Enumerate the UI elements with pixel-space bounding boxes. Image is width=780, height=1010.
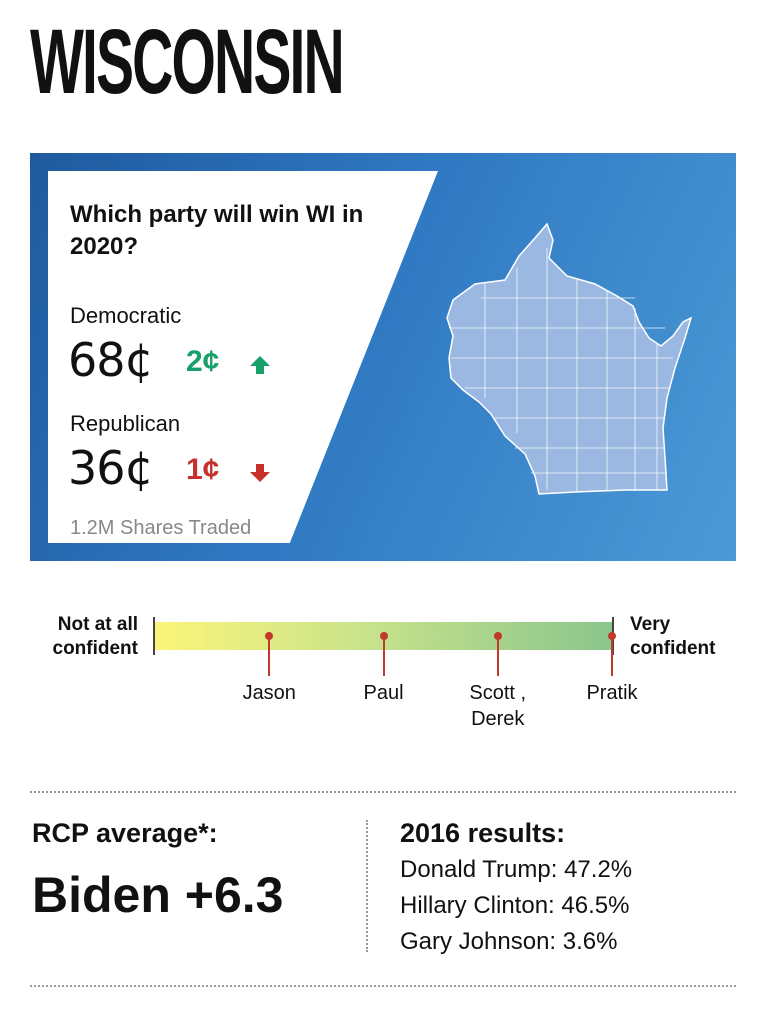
market-question: Which party will win WI in 2020? (70, 201, 364, 260)
market-banner: Which party will win WI in 2020? Democra… (30, 153, 736, 561)
confidence-marker-line (611, 636, 613, 676)
confidence-marker-dot (379, 632, 388, 640)
divider-bottom (30, 985, 736, 987)
shares-traded: 1.2M Shares Traded (70, 517, 252, 539)
rcp-value: Biden +6.3 (32, 867, 284, 923)
confidence-marker-line (382, 636, 385, 676)
wisconsin-map (446, 222, 693, 495)
arrow-down-icon (250, 464, 270, 482)
arrow-up-icon (250, 356, 270, 374)
results-title: 2016 results: (400, 818, 566, 848)
republican-label: Republican (70, 411, 181, 436)
confidence-marker-line (268, 636, 271, 676)
page-title: WISCONSIN (30, 11, 345, 113)
confidence-marker-name: Paul (363, 682, 404, 704)
divider-top (30, 791, 736, 793)
scale-left-label: Not at all confident (52, 614, 139, 659)
confidence-marker-name: Pratik (586, 682, 638, 704)
democratic-label: Democratic (70, 303, 182, 328)
rcp-label: RCP average*: (32, 818, 218, 848)
result-item: Donald Trump: 47.2% (400, 856, 633, 883)
republican-price: 36¢ (68, 441, 154, 495)
confidence-marker-name: Scott , Derek (469, 682, 527, 730)
confidence-marker-dot (608, 632, 616, 640)
result-item: Hillary Clinton: 46.5% (400, 892, 630, 919)
confidence-marker-name: Jason (242, 682, 296, 704)
column-divider (366, 820, 368, 952)
confidence-marker-dot (265, 632, 274, 640)
confidence-marker-dot (493, 632, 502, 640)
democratic-change: 2¢ (186, 345, 220, 378)
market-card: Which party will win WI in 2020? Democra… (48, 171, 438, 543)
confidence-marker-line (496, 636, 499, 676)
democratic-price: 68¢ (68, 333, 154, 387)
scale-right-label: Very confident (630, 614, 716, 659)
scale-start-tick (153, 617, 155, 655)
republican-change: 1¢ (186, 453, 220, 486)
result-item: Gary Johnson: 3.6% (400, 928, 618, 955)
